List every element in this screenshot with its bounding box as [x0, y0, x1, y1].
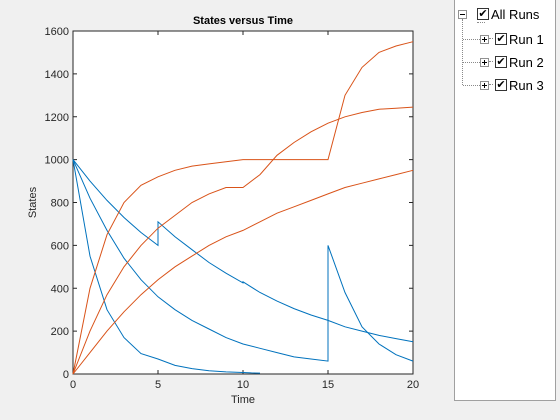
all-runs-label: All Runs — [491, 6, 540, 22]
x-tick-label: 0 — [70, 379, 76, 391]
run-2-label: Run 2 — [509, 54, 544, 70]
x-tick-label: 10 — [237, 379, 249, 391]
tree-connector-line — [463, 39, 480, 41]
tree-connector-line — [463, 62, 480, 64]
series-line-3 — [72, 159, 414, 343]
y-tick-label: 1200 — [45, 112, 69, 124]
y-tick-label: 0 — [63, 369, 69, 381]
tree-node-run-1[interactable]: ✔ Run 1 — [480, 30, 544, 48]
all-runs-checkbox[interactable]: ✔ — [477, 8, 489, 20]
y-axis-label: States — [27, 186, 39, 218]
states-vs-time-chart: 0 200 400 600 800 1000 1200 1400 1600 0 5 10 15 20 Sta… — [27, 15, 419, 406]
run-1-checkbox[interactable]: ✔ — [495, 33, 507, 45]
checkmark-icon: ✔ — [496, 55, 506, 68]
x-tick-label: 5 — [155, 379, 161, 391]
expand-icon[interactable] — [480, 57, 489, 67]
run-tree-panel: ✔ All Runs ✔ Run 1 ✔ Run 2 ✔ Run 3 — [454, 0, 556, 401]
checkmark-icon: ✔ — [496, 32, 506, 45]
series-line-6 — [72, 169, 414, 375]
tree-connector-line — [463, 85, 480, 87]
y-tick-label: 600 — [51, 240, 69, 252]
run-1-label: Run 1 — [509, 31, 544, 47]
collapse-icon[interactable] — [458, 9, 467, 19]
y-tick-label: 200 — [51, 326, 69, 338]
series-line-1 — [72, 159, 261, 374]
checkmark-icon: ✔ — [478, 7, 488, 20]
chart-title: States versus Time — [193, 15, 293, 27]
y-tick-label: 1600 — [45, 26, 69, 38]
y-tick-label: 400 — [51, 283, 69, 295]
run-2-checkbox[interactable]: ✔ — [495, 56, 507, 68]
run-3-label: Run 3 — [509, 77, 544, 93]
x-axis-label: Time — [231, 394, 255, 406]
tree-node-run-2[interactable]: ✔ Run 2 — [480, 53, 544, 71]
series-line-5 — [72, 106, 414, 375]
y-tick-label: 1400 — [45, 69, 69, 81]
run-3-checkbox[interactable]: ✔ — [495, 79, 507, 91]
x-tick-label: 15 — [322, 379, 334, 391]
tree-connector-line — [462, 19, 464, 85]
y-tick-label: 800 — [51, 198, 69, 210]
plot-panel: 0 200 400 600 800 1000 1200 1400 1600 0 5 10 15 20 Sta… — [27, 15, 419, 406]
expand-icon[interactable] — [480, 34, 489, 44]
checkmark-icon: ✔ — [496, 78, 506, 91]
x-tick-label: 20 — [407, 379, 419, 391]
plot-area — [72, 30, 414, 375]
series-line-2 — [72, 159, 414, 362]
tree-node-run-3[interactable]: ✔ Run 3 — [480, 76, 544, 94]
series-line-4 — [72, 41, 414, 375]
expand-icon[interactable] — [480, 80, 489, 90]
y-tick-label: 1000 — [45, 155, 69, 167]
tree-node-all-runs[interactable]: ✔ All Runs — [458, 5, 539, 23]
